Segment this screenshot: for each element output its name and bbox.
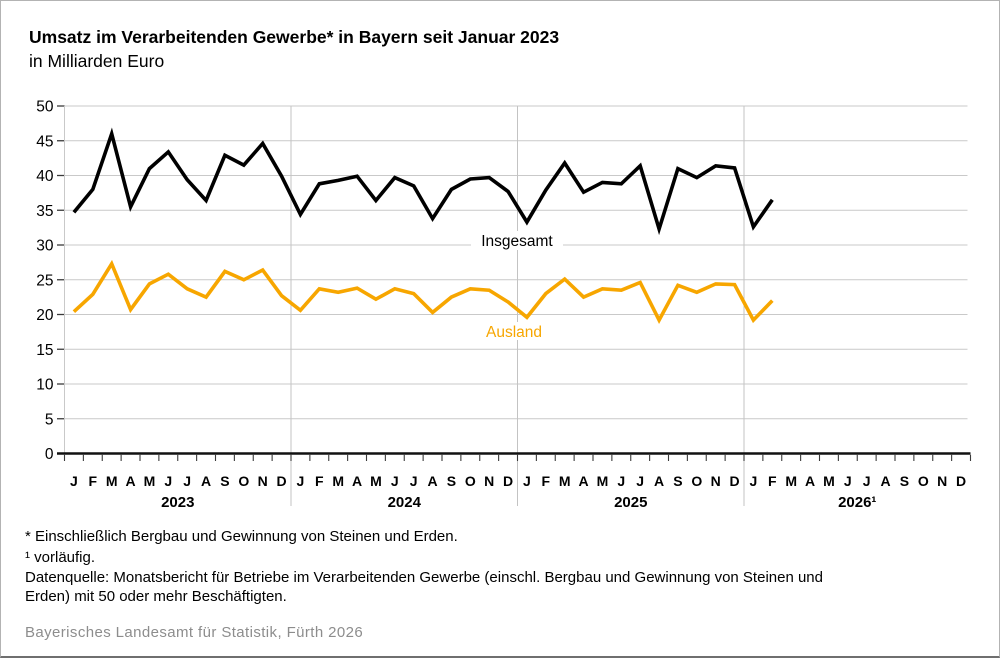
y-axis-label: 45 xyxy=(36,133,53,150)
month-label: O xyxy=(691,473,702,489)
month-label: S xyxy=(220,473,229,489)
y-axis-label: 35 xyxy=(36,203,53,220)
month-label: A xyxy=(805,473,815,489)
month-label: D xyxy=(277,473,287,489)
month-label: D xyxy=(503,473,513,489)
month-label: J xyxy=(636,473,644,489)
year-label: 2025 xyxy=(614,494,647,511)
month-label: J xyxy=(844,473,852,489)
month-label: J xyxy=(750,473,758,489)
month-label: D xyxy=(956,473,966,489)
year-label: 2026¹ xyxy=(838,494,876,511)
month-label: O xyxy=(465,473,476,489)
y-axis-label: 15 xyxy=(36,342,53,359)
month-label: J xyxy=(617,473,625,489)
month-label: M xyxy=(144,473,156,489)
month-label: A xyxy=(352,473,362,489)
series-label-ausland: Ausland xyxy=(486,324,542,341)
month-label: A xyxy=(881,473,891,489)
y-axis-label: 30 xyxy=(36,238,54,255)
y-axis-label: 0 xyxy=(45,446,54,463)
month-label: M xyxy=(823,473,835,489)
month-label: S xyxy=(447,473,456,489)
month-label: J xyxy=(183,473,191,489)
month-label: M xyxy=(332,473,344,489)
month-label: N xyxy=(484,473,494,489)
series-line-insgesamt xyxy=(72,127,774,236)
month-label: A xyxy=(126,473,136,489)
month-label: J xyxy=(164,473,172,489)
series-label-insgesamt: Insgesamt xyxy=(481,233,553,250)
y-axis-label: 5 xyxy=(45,411,54,428)
month-label: O xyxy=(238,473,249,489)
month-label: M xyxy=(559,473,571,489)
month-label: S xyxy=(673,473,682,489)
month-label: J xyxy=(297,473,305,489)
month-label: O xyxy=(918,473,929,489)
month-label: A xyxy=(428,473,438,489)
month-label: F xyxy=(542,473,551,489)
y-axis-label: 50 xyxy=(36,99,54,116)
publisher-credit: Bayerisches Landesamt für Statistik, Für… xyxy=(25,624,364,641)
y-axis-label: 20 xyxy=(36,307,54,324)
y-axis-label: 40 xyxy=(36,168,54,185)
y-axis-label: 25 xyxy=(36,272,53,289)
page-subtitle: in Milliarden Euro xyxy=(29,51,165,71)
month-label: F xyxy=(89,473,98,489)
month-label: J xyxy=(391,473,399,489)
month-label: M xyxy=(785,473,797,489)
month-label: M xyxy=(106,473,118,489)
y-axis-label: 10 xyxy=(36,377,54,394)
month-label: J xyxy=(523,473,531,489)
series-label-bg xyxy=(478,322,550,340)
month-label: N xyxy=(258,473,268,489)
year-label: 2023 xyxy=(161,494,194,511)
month-label: F xyxy=(768,473,777,489)
month-label: M xyxy=(370,473,382,489)
series-line-ausland xyxy=(72,259,774,324)
month-label: F xyxy=(315,473,324,489)
month-label: J xyxy=(863,473,871,489)
month-label: J xyxy=(70,473,78,489)
month-label: N xyxy=(711,473,721,489)
footnote-prelim: ¹ vorläufig. xyxy=(25,549,96,566)
footnote-source-1: Datenquelle: Monatsbericht für Betriebe … xyxy=(25,569,823,586)
month-label: D xyxy=(730,473,740,489)
month-label: N xyxy=(937,473,947,489)
footnote-source-2: Erden) mit 50 oder mehr Beschäftigten. xyxy=(25,588,287,605)
month-label: J xyxy=(410,473,418,489)
month-label: A xyxy=(654,473,664,489)
page-title: Umsatz im Verarbeitenden Gewerbe* in Bay… xyxy=(29,27,560,47)
month-label: M xyxy=(597,473,609,489)
month-label: A xyxy=(579,473,589,489)
series-label-bg xyxy=(471,231,563,250)
footnote-asterisk: * Einschließlich Bergbau und Gewinnung v… xyxy=(25,528,458,545)
month-label: A xyxy=(201,473,211,489)
year-label: 2024 xyxy=(388,494,422,511)
month-label: S xyxy=(900,473,909,489)
